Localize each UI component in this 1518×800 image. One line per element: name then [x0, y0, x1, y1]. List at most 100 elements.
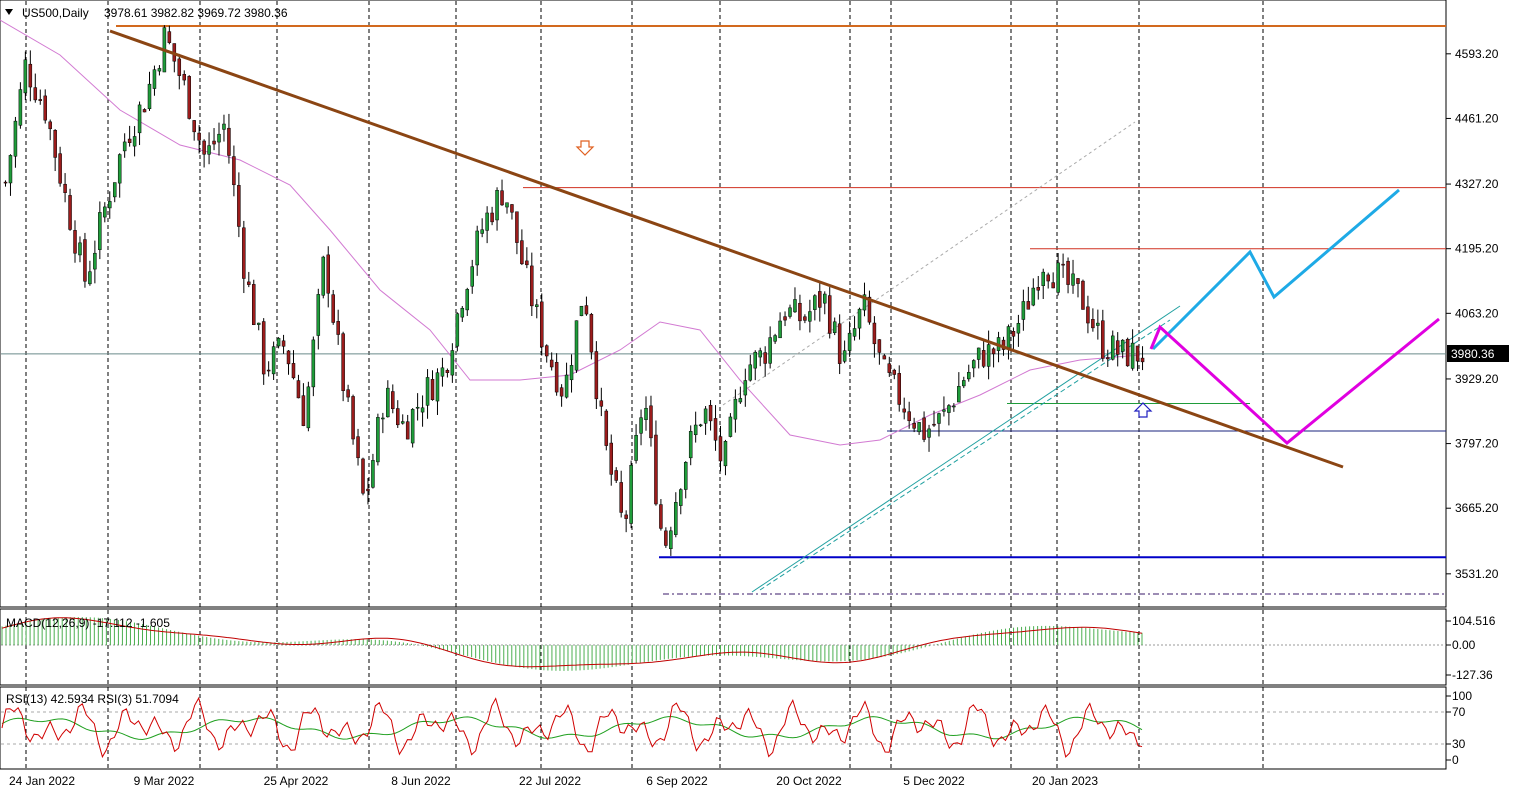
- candle-body: [1011, 331, 1016, 337]
- x-tick-label: 9 Mar 2022: [134, 774, 195, 788]
- candle-body: [103, 206, 107, 218]
- candle-body: [649, 405, 653, 439]
- rsi-pane: [0, 686, 1447, 770]
- candle-body: [1120, 339, 1125, 352]
- x-tick-label: 22 Jul 2022: [519, 774, 581, 788]
- candle-body: [8, 155, 13, 184]
- candle-body: [43, 95, 47, 121]
- candle-body: [917, 422, 921, 433]
- candle-body: [758, 350, 762, 358]
- candle-body: [435, 372, 440, 402]
- candle-body: [48, 121, 52, 130]
- candle-body: [798, 302, 802, 322]
- candle-body: [882, 355, 887, 360]
- candle-body: [967, 372, 971, 380]
- candle-body: [912, 423, 916, 429]
- candle-body: [440, 367, 445, 377]
- candle-body: [713, 418, 718, 441]
- forecast-bearish-path: [1149, 317, 1440, 445]
- candle-body: [624, 514, 628, 519]
- candle-body: [23, 59, 28, 94]
- candle-body: [932, 423, 936, 426]
- candle-body: [1106, 357, 1110, 360]
- candle-body: [619, 482, 623, 513]
- candle-body: [425, 377, 430, 406]
- candle-body: [892, 369, 897, 375]
- candle-body: [847, 332, 852, 351]
- candle-body: [1031, 287, 1036, 306]
- candle-body: [604, 410, 609, 446]
- candle-body: [674, 502, 678, 535]
- candle-body: [773, 335, 777, 342]
- candle-body: [520, 240, 524, 265]
- candle-body: [544, 345, 549, 357]
- current-price-value: 3980.36: [1451, 347, 1495, 361]
- candle-body: [634, 435, 638, 461]
- candle-body: [753, 351, 757, 369]
- candle-body: [1006, 326, 1011, 349]
- triangle-down-icon[interactable]: [5, 9, 13, 15]
- candle-body: [664, 530, 668, 546]
- candle-body: [53, 130, 57, 158]
- candle-body: [907, 411, 911, 422]
- candle-body: [569, 365, 574, 381]
- candle-body: [897, 373, 901, 405]
- candle-body: [589, 314, 594, 353]
- candle-body: [827, 295, 832, 334]
- candle-body: [202, 140, 206, 155]
- candle-body: [400, 421, 405, 424]
- candle-body: [73, 230, 77, 254]
- candle-body: [242, 227, 246, 279]
- candle-body: [525, 260, 529, 266]
- candle-body: [286, 350, 291, 365]
- candle-body: [341, 333, 345, 391]
- candle-body: [1096, 322, 1100, 326]
- candle-body: [947, 405, 951, 413]
- candle-body: [127, 138, 132, 143]
- candle-body: [450, 350, 455, 376]
- candles: [3, 25, 1145, 556]
- price-axis: 4593.20 4461.20 4327.20 4195.20 4063.20 3929.…: [1446, 47, 1499, 767]
- candle-body: [584, 305, 589, 315]
- x-tick-label: 20 Oct 2022: [776, 774, 842, 788]
- candle-body: [981, 350, 986, 367]
- candle-body: [515, 211, 519, 243]
- y-tick-label: 3665.20: [1455, 501, 1499, 515]
- candle-body: [376, 417, 380, 463]
- candle-body: [455, 313, 460, 347]
- candle-body: [1115, 340, 1120, 355]
- y-tick-label: 3531.20: [1455, 567, 1499, 581]
- arrow-up-icon: [1133, 402, 1153, 418]
- x-tick-label: 6 Sep 2022: [646, 774, 708, 788]
- candle-body: [192, 120, 196, 133]
- y-tick-label: 4327.20: [1455, 177, 1499, 191]
- candle-body: [837, 323, 842, 364]
- candle-body: [778, 320, 782, 339]
- candle-body: [505, 202, 509, 208]
- candle-body: [177, 58, 182, 76]
- candle-body: [227, 127, 231, 156]
- candle-body: [108, 201, 112, 209]
- candle-body: [942, 409, 946, 412]
- candle-body: [867, 296, 872, 323]
- candle-body: [718, 436, 723, 462]
- rsi3-line: [1, 696, 1143, 759]
- rsi-tick-label: 30: [1452, 737, 1466, 751]
- candle-body: [1110, 335, 1115, 360]
- candle-body: [1086, 306, 1090, 324]
- candle-body: [594, 351, 599, 400]
- candle-body: [167, 31, 172, 43]
- candle-body: [232, 156, 236, 186]
- candle-body: [281, 340, 286, 347]
- candle-body: [445, 370, 450, 373]
- candle-body: [346, 389, 350, 398]
- candle-body: [187, 76, 191, 119]
- candle-body: [698, 424, 703, 427]
- x-tick-label: 8 Jun 2022: [391, 774, 451, 788]
- candle-body: [1130, 342, 1135, 369]
- candle-body: [415, 406, 420, 409]
- candle-body: [763, 352, 767, 364]
- candle-body: [217, 133, 221, 143]
- candle-body: [381, 417, 385, 420]
